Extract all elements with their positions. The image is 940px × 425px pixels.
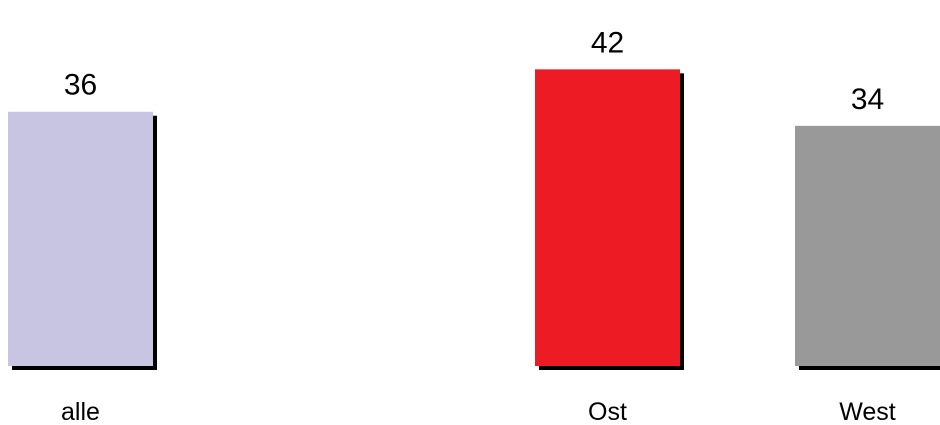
category-label-west: West bbox=[839, 398, 896, 425]
value-label-ost: 42 bbox=[591, 26, 624, 59]
bar-ost bbox=[535, 69, 680, 366]
category-label-alle: alle bbox=[61, 398, 100, 425]
bar-alle bbox=[8, 111, 153, 367]
value-label-west: 34 bbox=[851, 83, 884, 116]
labels-layer: 36 alle 42 Ost 34 West bbox=[61, 26, 896, 425]
category-label-ost: Ost bbox=[588, 398, 627, 425]
bar-west bbox=[795, 125, 940, 366]
value-label-alle: 36 bbox=[64, 69, 97, 102]
bars-layer bbox=[8, 69, 940, 371]
